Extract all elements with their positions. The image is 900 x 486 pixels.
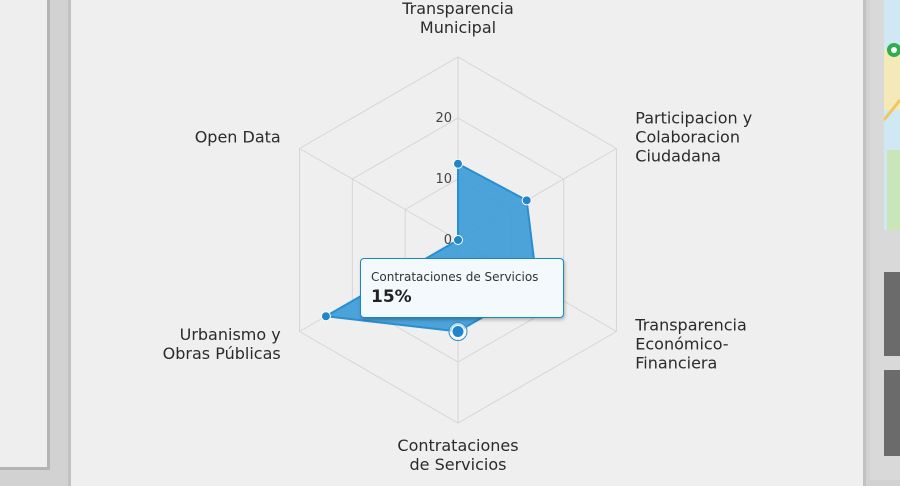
- side-widget-1[interactable]: [884, 272, 900, 356]
- category-label: Open Data: [195, 128, 281, 147]
- category-label: Urbanismo y Obras Públicas: [163, 325, 281, 363]
- data-point: [521, 195, 532, 206]
- left-panel: [0, 0, 50, 470]
- tooltip-value: 15%: [371, 287, 412, 307]
- data-point: [453, 235, 463, 245]
- data-points: [320, 158, 543, 341]
- category-label: Transparencia Municipal: [401, 0, 514, 37]
- side-widget-2[interactable]: [884, 370, 900, 456]
- chart-tooltip: Contrataciones de Servicios 15%: [360, 258, 564, 318]
- data-point: [453, 158, 463, 169]
- grid-spoke: [299, 148, 459, 241]
- map-thumbnail[interactable]: [884, 0, 900, 230]
- data-point: [320, 311, 331, 322]
- category-label: Contrataciones de Servicios: [397, 436, 518, 474]
- data-point: [451, 325, 465, 338]
- radial-ticks: 0 10 20: [435, 111, 452, 248]
- category-label: Participacion y Colaboracion Ciudadana: [635, 109, 752, 166]
- tick-label: 0: [444, 233, 452, 248]
- tick-label: 10: [435, 172, 452, 187]
- tick-label: 20: [435, 111, 452, 126]
- tooltip-category: Contrataciones de Servicios: [371, 270, 539, 284]
- category-label: Transparencia Económico-Financiera: [634, 316, 747, 373]
- category-labels: Transparencia Municipal Participacion y Col…: [163, 0, 753, 474]
